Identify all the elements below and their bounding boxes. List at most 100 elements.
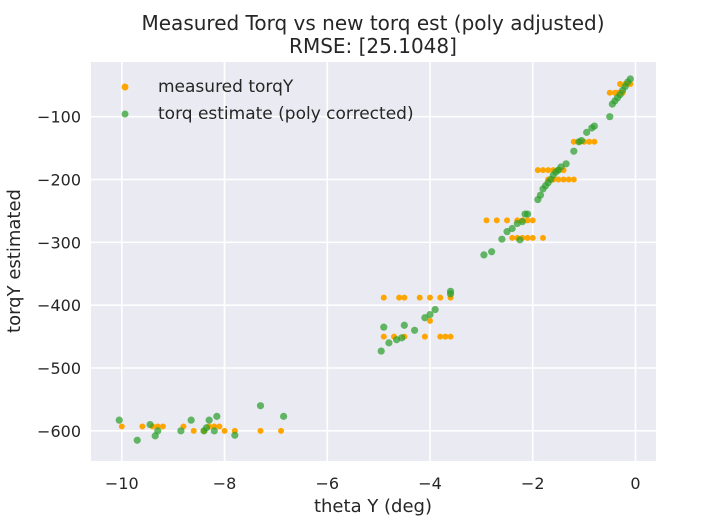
data-point <box>190 427 197 434</box>
data-point <box>256 402 265 410</box>
data-point <box>583 128 591 136</box>
data-point <box>280 412 288 420</box>
y-tick-label: −400 <box>37 296 81 315</box>
data-point <box>577 136 586 145</box>
data-point <box>504 217 511 224</box>
x-tick-label: −8 <box>213 474 237 493</box>
legend-marker-measured <box>121 83 129 91</box>
data-point <box>401 294 408 301</box>
data-point <box>231 431 239 439</box>
data-point <box>545 167 552 174</box>
data-point <box>385 339 393 347</box>
x-tick-label: −2 <box>521 474 545 493</box>
x-tick-labels: −10 −8 −6 −4 −2 0 <box>105 474 641 493</box>
data-point <box>529 234 536 241</box>
data-point <box>529 217 536 224</box>
data-point <box>626 75 634 83</box>
data-point <box>278 427 285 434</box>
data-point <box>560 176 567 183</box>
data-point <box>216 423 223 430</box>
data-point <box>447 333 454 340</box>
data-point <box>396 294 403 301</box>
data-point <box>426 310 434 319</box>
data-point <box>483 217 490 224</box>
data-point <box>534 167 541 174</box>
x-axis-label: theta Y (deg) <box>314 496 432 517</box>
y-tick-label: −300 <box>37 233 81 252</box>
data-point <box>565 176 572 183</box>
data-point <box>380 333 387 340</box>
data-point <box>400 321 408 329</box>
data-point <box>146 420 154 429</box>
data-point <box>431 305 439 314</box>
y-tick-label: −200 <box>37 171 81 190</box>
data-points <box>115 75 634 444</box>
x-tick-label: −4 <box>418 474 442 493</box>
data-point <box>416 294 423 301</box>
data-point <box>377 347 385 355</box>
data-point <box>380 323 388 331</box>
x-tick-label: −6 <box>315 474 339 493</box>
data-point <box>410 326 419 334</box>
data-point <box>536 191 545 199</box>
data-point <box>562 160 570 168</box>
data-point <box>421 333 428 340</box>
data-point <box>570 138 577 145</box>
data-point <box>524 234 531 241</box>
data-point <box>187 416 195 424</box>
data-point <box>205 416 213 424</box>
data-point <box>480 251 488 259</box>
data-point <box>606 89 613 96</box>
data-point <box>427 294 433 301</box>
data-point <box>540 234 546 241</box>
legend-label-estimate: torq estimate (poly corrected) <box>158 104 414 124</box>
data-point <box>488 248 496 256</box>
chart-title: Measured Torq vs new torq est (poly adju… <box>142 11 605 35</box>
data-point <box>398 334 406 342</box>
y-tick-labels: −600 −500 −400 −300 −200 −100 <box>37 108 81 441</box>
x-tick-label: −10 <box>105 474 139 493</box>
data-point <box>446 287 455 295</box>
data-point <box>437 333 444 340</box>
data-point <box>523 210 532 218</box>
data-point <box>380 294 387 301</box>
y-tick-label: −600 <box>37 422 81 441</box>
data-point <box>570 176 577 183</box>
legend: measured torqY torq estimate (poly corre… <box>121 77 414 124</box>
data-point <box>493 217 500 224</box>
data-point <box>221 427 228 434</box>
plot-area <box>91 62 656 461</box>
data-point <box>442 333 449 340</box>
y-tick-label: −100 <box>37 108 81 127</box>
data-point <box>202 424 211 432</box>
data-point <box>154 427 162 435</box>
data-point <box>555 176 562 183</box>
data-point <box>257 427 264 434</box>
data-point <box>118 423 125 430</box>
chart-subtitle: RMSE: [25.1048] <box>289 34 457 58</box>
data-point <box>516 236 524 244</box>
data-point <box>540 167 546 174</box>
y-tick-label: −500 <box>37 359 81 378</box>
data-point <box>133 436 141 444</box>
data-point <box>586 138 593 145</box>
data-point <box>210 427 218 435</box>
data-point <box>606 113 614 121</box>
data-point <box>524 217 531 224</box>
data-point <box>617 80 624 87</box>
data-point <box>498 235 506 243</box>
data-point <box>509 234 516 241</box>
data-point <box>570 147 578 155</box>
data-point <box>213 412 221 420</box>
data-point <box>508 224 516 233</box>
data-point <box>437 294 444 301</box>
data-point <box>590 122 598 130</box>
data-point <box>139 423 146 430</box>
data-point <box>177 427 185 435</box>
legend-label-measured: measured torqY <box>158 77 294 97</box>
data-point <box>518 218 527 226</box>
series-1 <box>115 75 634 444</box>
y-axis-label: torqY estimated <box>4 189 25 333</box>
data-point <box>115 416 123 424</box>
